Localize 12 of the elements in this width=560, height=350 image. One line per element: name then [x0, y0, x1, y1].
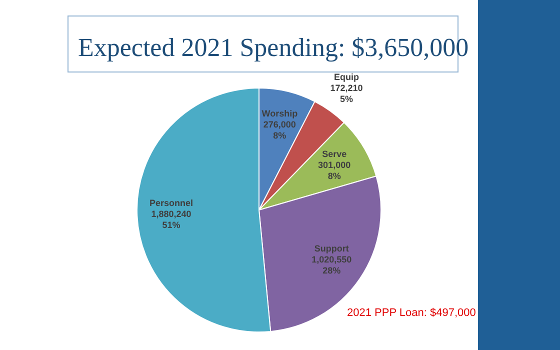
slice-label: Support	[314, 243, 349, 254]
text: 2021 PPP Loan: $497,000	[347, 307, 476, 319]
slice-label: Serve	[322, 148, 347, 159]
slice-label: Equip	[334, 72, 360, 82]
slice-label: Personnel	[150, 198, 194, 208]
data-label: 301,000 8%	[318, 160, 351, 181]
data-label: 1,880,240 51%	[151, 209, 192, 230]
data-label: 1,020,550 28%	[312, 254, 352, 276]
data-label: 276,000 8%	[263, 120, 296, 141]
data-label: 172,210 5%	[330, 83, 363, 104]
chart-title: Expected 2021 Spending: $3,650,000	[78, 33, 469, 62]
slice-label: Worship	[262, 108, 298, 119]
